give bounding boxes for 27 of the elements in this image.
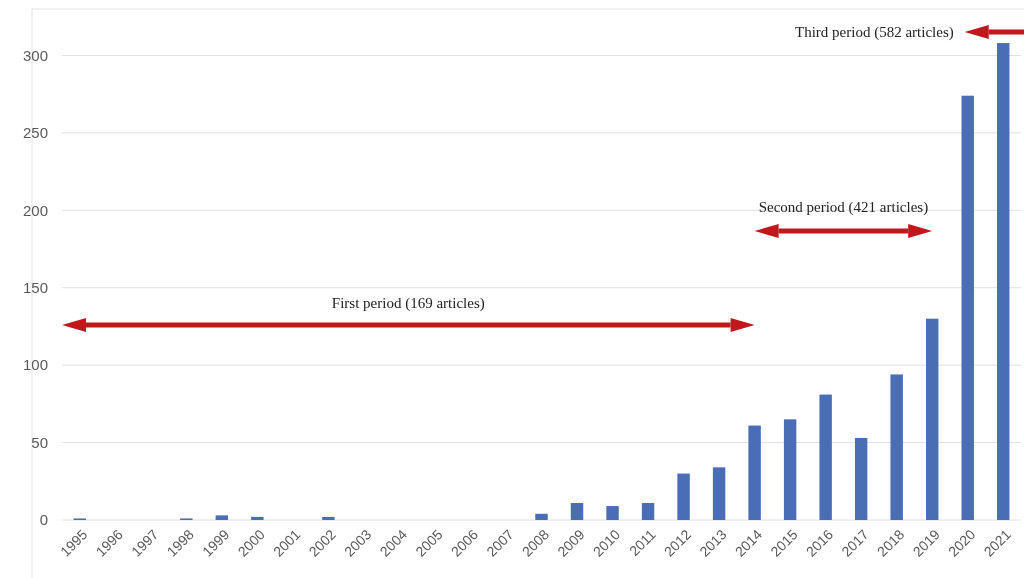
annotation: Third period (582 articles) — [795, 24, 954, 41]
bar — [854, 437, 868, 520]
y-tick-label: 300 — [22, 46, 48, 64]
y-tick-label: 200 — [22, 201, 48, 219]
y-tick-label: 0 — [39, 511, 48, 529]
bar — [890, 374, 903, 520]
y-tick-label: 250 — [22, 124, 48, 142]
bar — [215, 515, 229, 520]
bar — [535, 513, 548, 520]
bar — [606, 506, 619, 520]
bar — [997, 43, 1010, 520]
annotation: Second period (421 articles) — [758, 199, 929, 216]
bar — [570, 502, 584, 520]
bar — [677, 473, 690, 520]
bar — [925, 318, 939, 520]
y-tick-label: 150 — [22, 278, 48, 296]
y-tick-label: 100 — [22, 356, 48, 374]
bar — [819, 394, 832, 520]
bar — [712, 467, 726, 520]
bar — [251, 516, 264, 520]
bar — [783, 419, 797, 520]
bar — [641, 502, 655, 520]
bar — [961, 95, 974, 520]
annotation: First period (169 articles) — [331, 295, 485, 312]
y-tick-label: 50 — [31, 433, 48, 451]
bar — [748, 425, 761, 520]
bar — [322, 516, 335, 520]
